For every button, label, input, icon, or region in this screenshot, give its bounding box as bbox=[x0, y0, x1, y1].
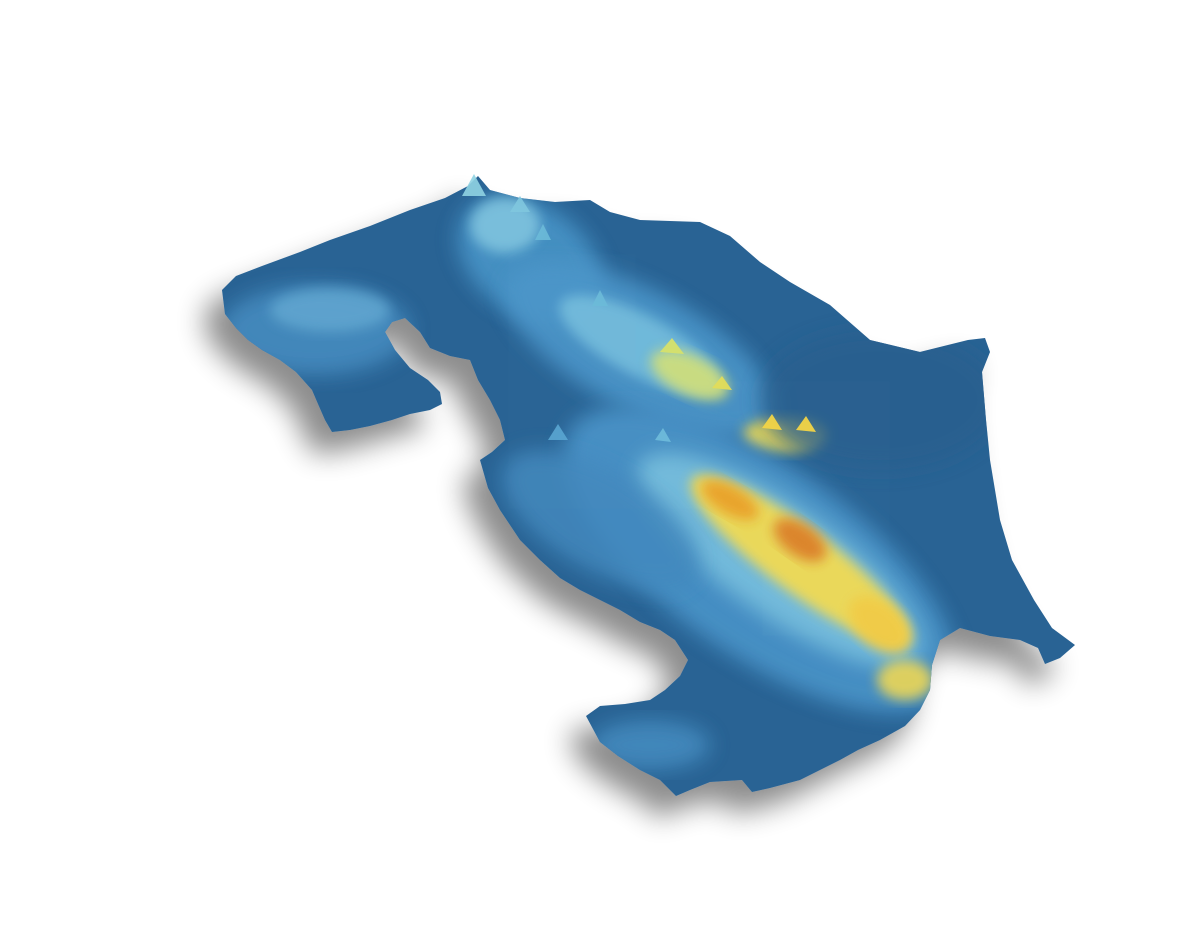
volcano-spike-4 bbox=[592, 290, 608, 306]
volcano-spike-3 bbox=[535, 224, 551, 240]
volcano-spike-10 bbox=[655, 428, 671, 442]
volcano-spike-8 bbox=[796, 416, 816, 432]
elevation-layer bbox=[222, 176, 1075, 796]
volcano-spike-1 bbox=[462, 174, 486, 196]
volcano-spike-2 bbox=[510, 196, 530, 212]
peak-highlights bbox=[462, 174, 816, 442]
volcano-spike-7 bbox=[762, 414, 782, 430]
terrain-texture bbox=[222, 176, 1075, 796]
volcano-spike-9 bbox=[548, 424, 568, 440]
volcano-spike-6 bbox=[712, 376, 732, 390]
volcano-spike-5 bbox=[660, 338, 684, 354]
